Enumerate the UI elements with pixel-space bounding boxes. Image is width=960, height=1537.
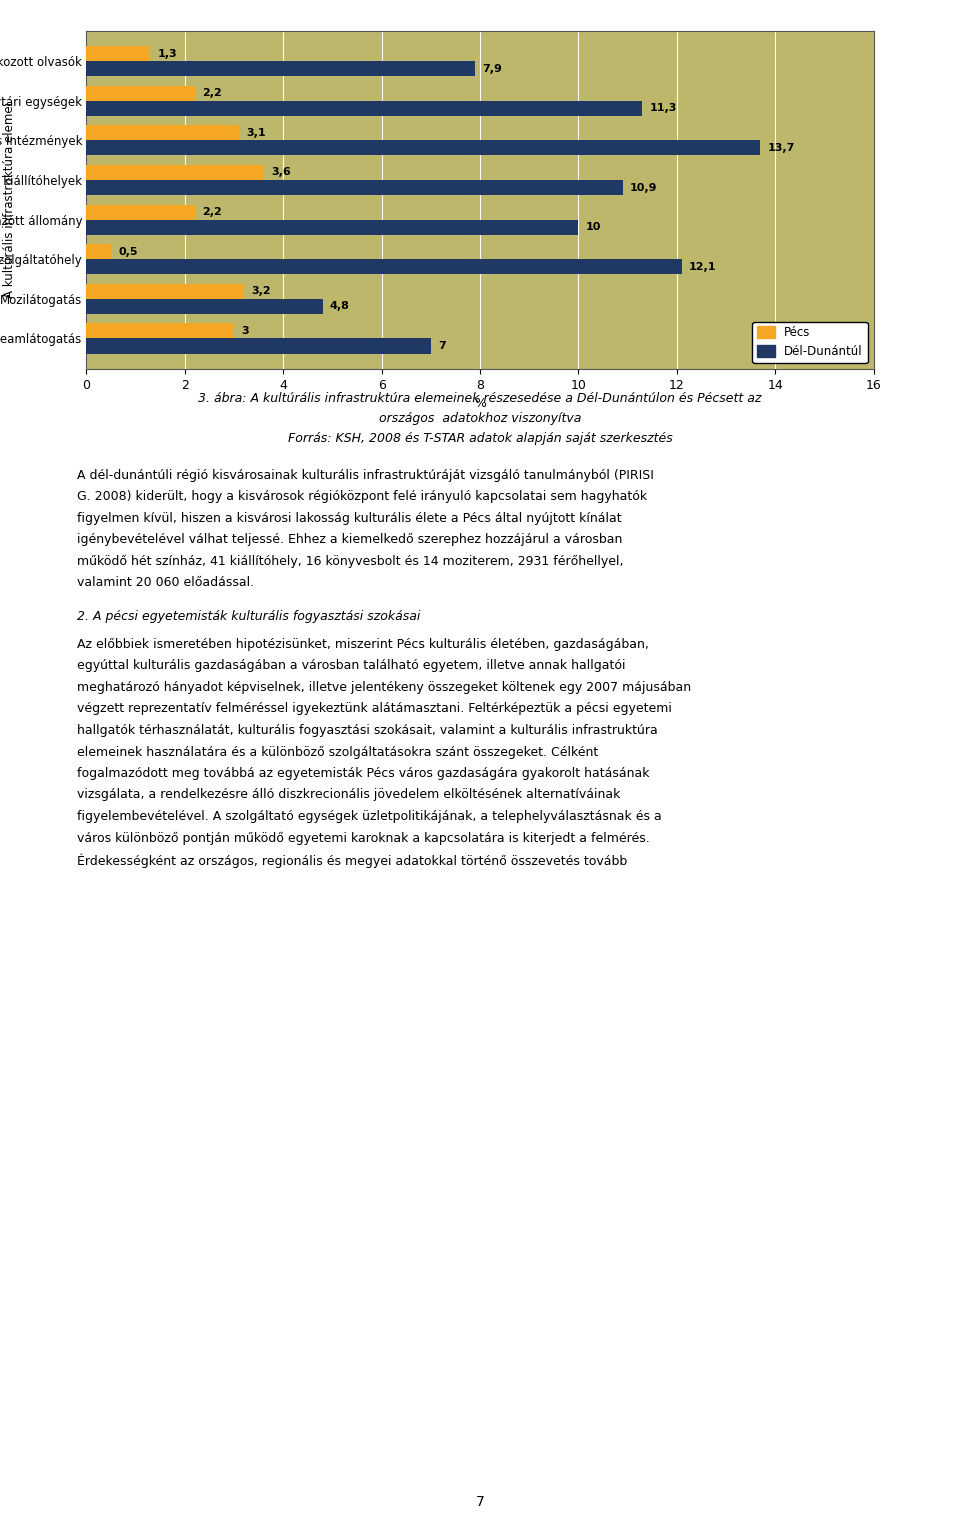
- Text: Forrás: KSH, 2008 és T-STAR adatok alapján saját szerkesztés: Forrás: KSH, 2008 és T-STAR adatok alapj…: [288, 432, 672, 444]
- Text: 3. ábra: A kultúrális infrastruktúra elemeinek részesedése a Dél-Dunántúlon és P: 3. ábra: A kultúrális infrastruktúra ele…: [199, 392, 761, 404]
- Text: 7: 7: [475, 1496, 485, 1509]
- Text: 3: 3: [241, 326, 249, 337]
- Text: 3,6: 3,6: [271, 168, 291, 177]
- Text: működő hét színház, 41 kiállítóhely, 16 könyvesbolt és 14 moziterem, 2931 férőhe: működő hét színház, 41 kiállítóhely, 16 …: [77, 555, 623, 569]
- Text: 4,8: 4,8: [330, 301, 349, 312]
- Text: igénybevételével válhat teljessé. Ehhez a kiemelkedő szerephez hozzájárul a váro: igénybevételével válhat teljessé. Ehhez …: [77, 533, 622, 547]
- Bar: [86, 101, 642, 115]
- Text: meghatározó hányadot képviselnek, illetve jelentékeny összegeket költenek egy 20: meghatározó hányadot képviselnek, illetv…: [77, 681, 691, 693]
- Text: Az előbbiek ismeretében hipotézisünket, miszerint Pécs kulturális életében, gazd: Az előbbiek ismeretében hipotézisünket, …: [77, 638, 649, 652]
- Bar: [86, 46, 151, 61]
- Text: 2. A pécsi egyetemisták kulturális fogyasztási szokásai: 2. A pécsi egyetemisták kulturális fogya…: [77, 610, 420, 622]
- Text: 3,1: 3,1: [247, 128, 266, 138]
- Bar: [86, 140, 760, 155]
- Text: 10: 10: [586, 223, 601, 232]
- Bar: [86, 260, 682, 274]
- Bar: [86, 244, 111, 260]
- Text: 2,2: 2,2: [202, 88, 222, 98]
- Text: hallgatók térhasználatát, kulturális fogyasztási szokásait, valamint a kulturáli: hallgatók térhasználatát, kulturális fog…: [77, 724, 658, 736]
- Bar: [86, 204, 195, 220]
- Bar: [86, 180, 623, 195]
- Text: 11,3: 11,3: [650, 103, 677, 114]
- Text: valamint 20 060 előadással.: valamint 20 060 előadással.: [77, 576, 254, 589]
- Text: G. 2008) kiderült, hogy a kisvárosok régióközpont felé irányuló kapcsolatai sem : G. 2008) kiderült, hogy a kisvárosok rég…: [77, 490, 647, 503]
- Text: egyúttal kulturális gazdaságában a városban található egyetem, illetve annak hal: egyúttal kulturális gazdaságában a város…: [77, 659, 625, 672]
- Text: 0,5: 0,5: [118, 247, 138, 257]
- Text: országos  adatokhoz viszonyítva: országos adatokhoz viszonyítva: [379, 412, 581, 424]
- Text: 13,7: 13,7: [768, 143, 795, 152]
- Text: figyelembevételével. A szolgáltató egységek üzletpolitikájának, a telephelyválas: figyelembevételével. A szolgáltató egysé…: [77, 810, 661, 822]
- Bar: [86, 338, 431, 354]
- Text: 7: 7: [438, 341, 446, 350]
- Text: A dél-dunántúli régió kisvárosainak kulturális infrastruktúráját vizsgáló tanulm: A dél-dunántúli régió kisvárosainak kult…: [77, 469, 654, 481]
- Text: 1,3: 1,3: [157, 49, 178, 58]
- Text: város különböző pontján működő egyetemi karoknak a kapcsolatára is kiterjedt a f: város különböző pontján működő egyetemi …: [77, 832, 650, 845]
- Text: 3,2: 3,2: [252, 286, 271, 297]
- Bar: [86, 323, 234, 338]
- Bar: [86, 298, 323, 314]
- Text: 7,9: 7,9: [483, 63, 502, 74]
- Bar: [86, 86, 195, 101]
- Bar: [86, 164, 263, 180]
- Text: elemeinek használatára és a különböző szolgáltatásokra szánt összegeket. Célként: elemeinek használatára és a különböző sz…: [77, 745, 598, 759]
- Text: figyelmen kívül, hiszen a kisvárosi lakosság kulturális élete a Pécs által nyújt: figyelmen kívül, hiszen a kisvárosi lako…: [77, 512, 621, 524]
- Text: fogalmazódott meg továbbá az egyetemisták Pécs város gazdaságára gyakorolt hatás: fogalmazódott meg továbbá az egyetemistá…: [77, 767, 649, 779]
- Bar: [86, 284, 244, 298]
- Text: A kultúrális infrastruktúra elemei: A kultúrális infrastruktúra elemei: [3, 101, 16, 298]
- X-axis label: %: %: [474, 397, 486, 410]
- Text: 10,9: 10,9: [630, 183, 658, 192]
- Bar: [86, 220, 578, 235]
- Bar: [86, 61, 475, 77]
- Bar: [86, 126, 239, 140]
- Text: Érdekességként az országos, regionális és megyei adatokkal történő összevetés to: Érdekességként az országos, regionális é…: [77, 853, 627, 867]
- Legend: Pécs, Dél-Dunántúl: Pécs, Dél-Dunántúl: [753, 321, 868, 363]
- Text: 12,1: 12,1: [689, 261, 716, 272]
- Text: vizsgálata, a rendelkezésre álló diszkrecionális jövedelem elköltésének alternat: vizsgálata, a rendelkezésre álló diszkre…: [77, 788, 620, 801]
- Text: 2,2: 2,2: [202, 207, 222, 217]
- Text: végzett reprezentatív felméréssel igyekeztünk alátámasztani. Feltérképeztük a pé: végzett reprezentatív felméréssel igyeke…: [77, 702, 672, 715]
